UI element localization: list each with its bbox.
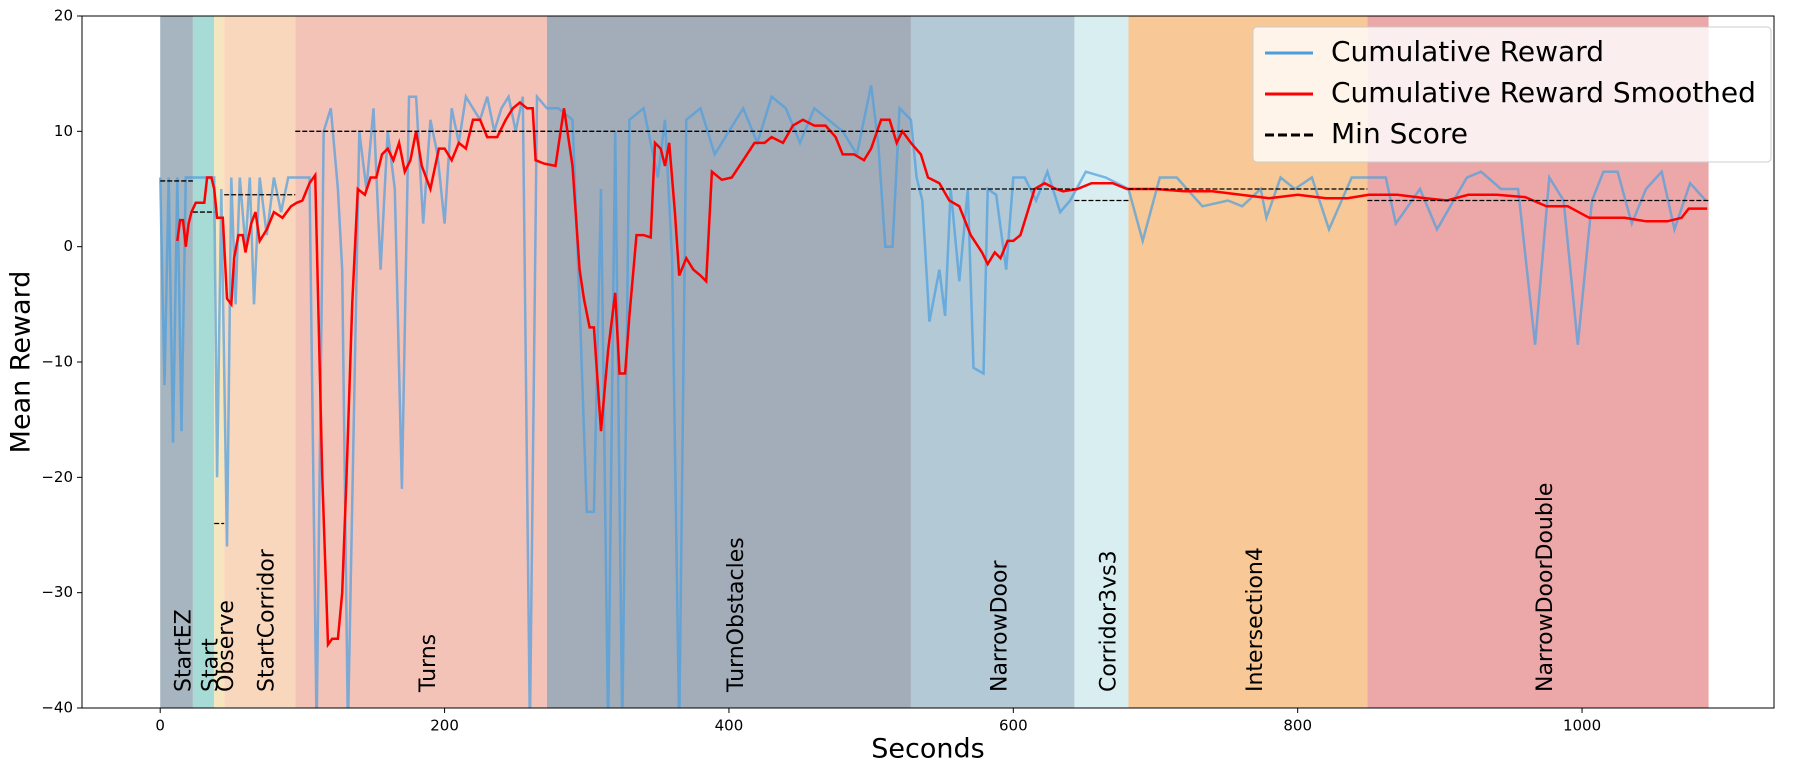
- region-label: StartEZ: [172, 609, 197, 692]
- region-label: Turns: [416, 634, 441, 693]
- region-label: Start: [199, 638, 224, 692]
- region: [1074, 16, 1129, 708]
- x-tick-label: 200: [430, 717, 459, 735]
- region: [295, 16, 547, 708]
- x-axis-label: Seconds: [871, 734, 984, 765]
- region-label: Observe: [214, 600, 239, 692]
- x-tick-label: 0: [155, 717, 165, 735]
- y-axis-label: Mean Reward: [6, 271, 37, 454]
- region: [192, 16, 215, 708]
- legend-label: Cumulative Reward: [1331, 35, 1604, 68]
- x-tick-label: 800: [1283, 717, 1312, 735]
- y-tick-label: −10: [41, 353, 73, 371]
- y-tick-label: 10: [54, 122, 73, 140]
- y-tick-label: −40: [41, 699, 73, 717]
- legend-label: Cumulative Reward Smoothed: [1331, 76, 1756, 109]
- y-tick-label: −30: [41, 583, 73, 601]
- plot-area: [158, 16, 1709, 708]
- x-tick-label: 1000: [1563, 717, 1601, 735]
- y-tick-label: 20: [54, 7, 73, 25]
- line-series: [176, 100, 1708, 649]
- region-label: Intersection4: [1243, 547, 1268, 692]
- x-tick-label: 600: [999, 717, 1028, 735]
- region: [224, 16, 296, 708]
- region-label: TurnObstacles: [724, 537, 749, 693]
- region-label: NarrowDoor: [988, 560, 1013, 692]
- region-label: NarrowDoorDouble: [1533, 483, 1558, 692]
- legend-label: Min Score: [1331, 117, 1468, 150]
- y-tick-label: 0: [63, 237, 73, 255]
- region-label: Corridor3vs3: [1096, 550, 1121, 692]
- line-series: [158, 84, 1707, 708]
- x-tick-label: 400: [715, 717, 744, 735]
- legend-box: [1252, 26, 1772, 163]
- y-tick-label: −20: [41, 468, 73, 486]
- region-label: StartCorridor: [255, 548, 280, 692]
- region: [910, 16, 1075, 708]
